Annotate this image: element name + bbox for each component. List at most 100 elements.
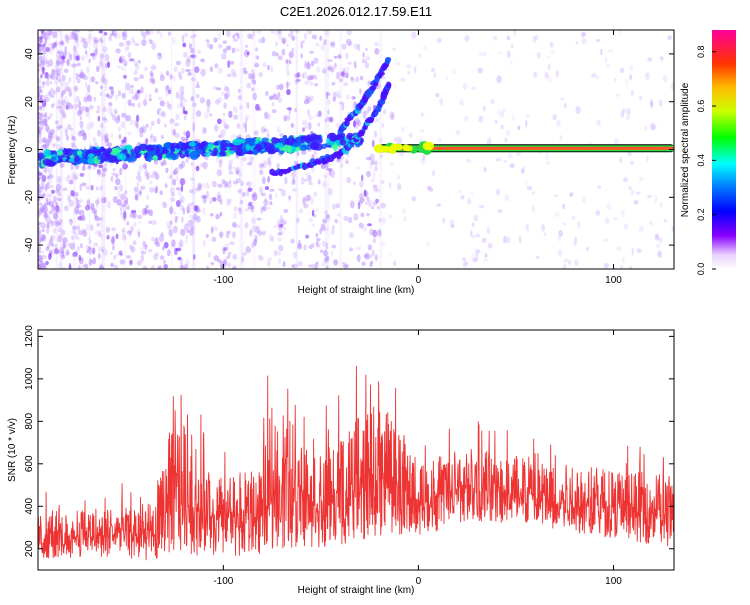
speckle-dot [285,43,290,47]
speckle-dot [48,133,54,140]
speckle-dot [251,79,256,85]
speckle-dot [151,237,155,242]
speckle-dot [38,184,41,192]
speckle-dot [45,261,49,266]
speckle-dot [497,50,502,55]
speckle-dot [555,70,559,78]
speckle-dot [217,194,222,203]
speckle-dot [304,81,310,85]
speckle-dot [190,34,195,39]
speckle-dot [98,164,104,169]
speckle-dot [217,134,223,139]
speckle-dot [74,208,80,216]
speckle-dot [604,217,610,225]
speckle-dot [61,90,65,96]
speckle-dot [226,45,232,51]
speckle-dot [149,135,153,143]
speckle-dot [157,52,162,57]
speckle-dot [44,96,50,103]
speckle-dot [99,58,103,65]
speckle-dot [374,254,378,262]
speckle-dot [226,198,231,207]
speckle-dot [345,160,350,165]
speckle-dot [169,74,174,80]
speckle-dot [225,232,230,239]
speckle-dot [49,219,54,225]
speckle-dot [60,61,64,67]
speckle-dot [370,160,375,166]
speckle-dot [184,259,191,266]
speckle-dot [358,222,364,229]
speckle-dot [256,217,262,221]
speckle-dot [438,138,442,143]
speckle-dot [344,72,349,79]
speckle-dot [38,221,42,226]
speckle-dot [251,204,254,210]
speckle-dot [76,204,80,209]
speckle-dot [379,155,383,159]
speckle-dot [79,129,86,135]
speckle-dot [148,186,155,193]
speckle-dot [84,205,91,211]
speckle-dot [277,55,283,61]
speckle-dot [591,73,597,78]
speckle-dot [228,159,234,165]
speckle-dot [324,118,327,123]
speckle-dot [126,220,130,226]
speckle-dot [477,67,483,74]
speckle-dot [105,93,110,98]
speckle-dot [54,248,60,255]
speckle-dot [122,215,127,222]
speckle-dot [348,232,355,239]
speckle-dot [71,172,75,181]
speckle-dot [359,197,365,203]
speckle-dot [500,124,504,130]
speckle-dot [75,43,80,48]
speckle-dot [630,189,635,196]
speckle-dot [196,187,202,192]
speckle-dot [39,105,43,110]
speckle-dot [409,132,413,138]
speckle-dot [497,209,503,213]
speckle-dot [604,56,608,63]
speckle-dot [70,163,74,171]
speckle-dot [232,212,238,219]
speckle-dot [50,103,55,109]
speckle-dot [88,258,93,266]
speckle-dot [226,181,232,189]
speckle-dot [242,156,247,162]
speckle-dot [377,229,382,237]
speckle-dot [197,49,202,54]
speckle-dot [112,30,118,37]
speckle-dot [58,262,62,269]
speckle-dot [314,74,318,81]
speckle-dot [69,179,73,185]
speckle-dot [251,193,256,197]
speckle-dot [77,226,80,232]
band-blob [261,137,269,143]
speckle-dot [613,216,618,221]
speckle-dot [38,246,42,253]
speckle-dot [67,51,71,59]
speckle-dot [82,132,87,141]
speckle-dot [189,201,195,207]
speckle-dot [266,157,271,166]
speckle-dot [206,98,211,107]
speckle-dot [76,224,81,230]
speckle-dot [180,263,183,269]
speckle-dot [46,181,50,190]
speckle-dot [96,168,100,174]
speckle-dot [77,109,83,115]
speckle-dot [110,132,114,139]
speckle-dot [58,41,63,46]
speckle-dot [76,30,81,34]
speckle-dot [104,62,108,69]
speckle-dot [209,43,213,50]
speckle-dot [166,249,171,257]
speckle-dot [121,203,126,208]
speckle-dot [114,185,119,191]
speckle-dot [558,229,564,238]
speckle-dot [245,116,248,124]
speckle-dot [496,109,501,115]
speckle-dot [199,162,205,168]
